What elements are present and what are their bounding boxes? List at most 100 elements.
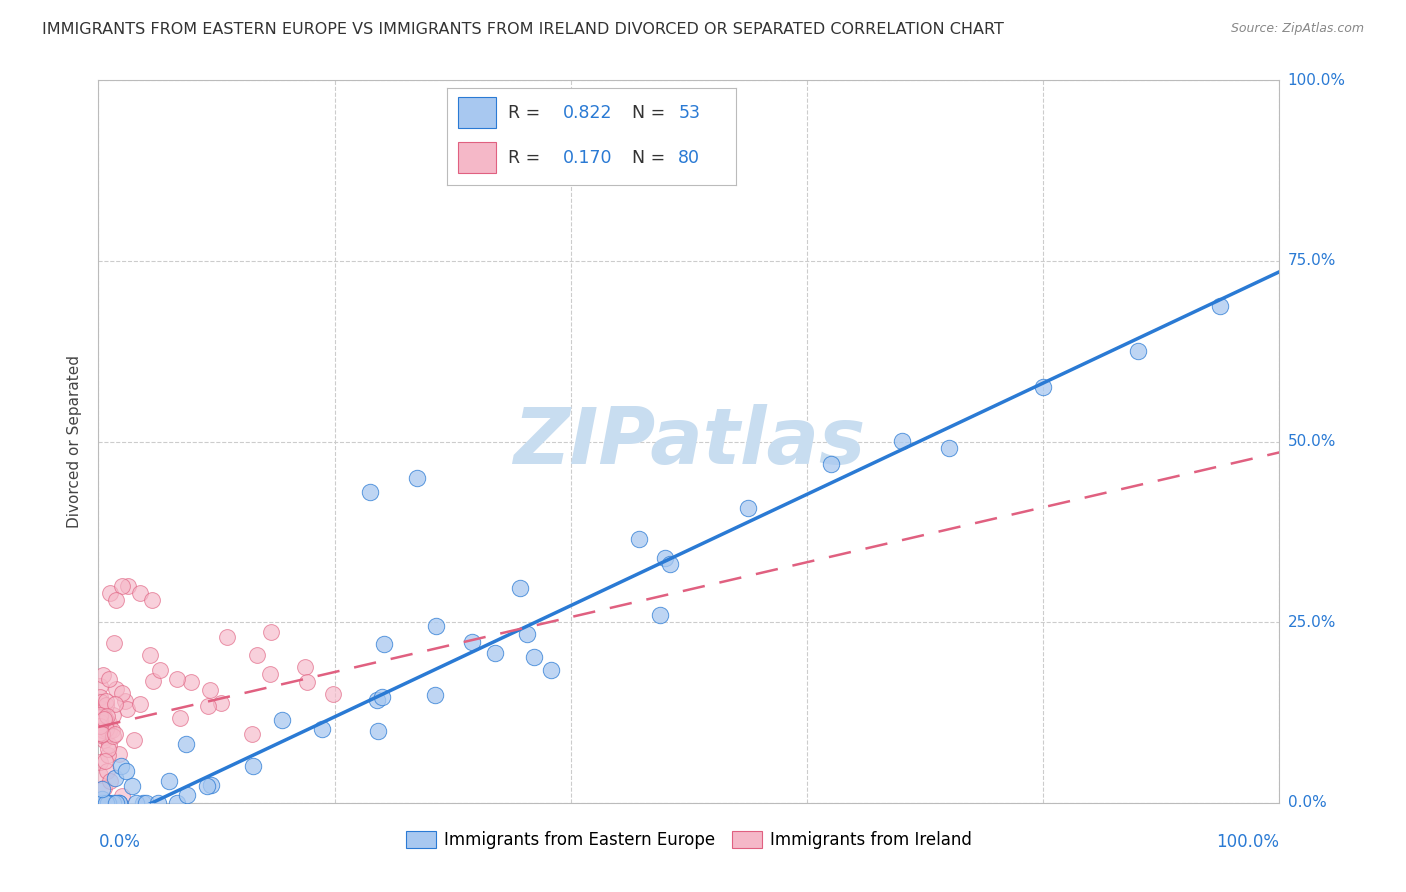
Point <box>94 730 117 744</box>
Point <box>101 796 124 810</box>
Point <box>294 660 316 674</box>
Point <box>89 715 111 730</box>
Text: 0.0%: 0.0% <box>98 833 141 851</box>
Point <box>93 781 115 796</box>
Point <box>425 688 447 702</box>
Point <box>98 586 121 600</box>
Point <box>89 690 111 704</box>
Point <box>89 726 111 740</box>
Point <box>90 700 112 714</box>
Point <box>93 711 115 725</box>
Point <box>91 721 114 735</box>
Point <box>240 727 263 741</box>
Point <box>104 726 127 740</box>
Point <box>260 624 283 639</box>
Point <box>89 717 111 731</box>
Point <box>648 608 671 623</box>
Point <box>101 723 124 738</box>
Point <box>366 692 388 706</box>
Point <box>125 796 148 810</box>
Point <box>94 720 117 734</box>
Point <box>90 723 112 737</box>
Point <box>128 698 150 712</box>
Point <box>169 711 191 725</box>
Point <box>101 729 124 743</box>
Point <box>89 756 111 770</box>
Point <box>157 774 180 789</box>
Point <box>90 695 112 709</box>
Point <box>94 694 117 708</box>
Point <box>114 693 136 707</box>
Point <box>90 728 112 742</box>
Point <box>94 796 117 810</box>
Point <box>98 774 121 789</box>
Point <box>105 681 128 696</box>
Point <box>367 723 389 738</box>
Point <box>166 796 188 810</box>
Point <box>105 593 128 607</box>
Point <box>114 764 136 778</box>
Point <box>359 485 381 500</box>
Point <box>654 550 676 565</box>
Point <box>135 796 157 810</box>
Point <box>96 764 118 779</box>
Point <box>540 663 562 677</box>
Point <box>322 687 344 701</box>
Point <box>128 586 150 600</box>
Point <box>94 698 117 712</box>
Point <box>97 796 120 810</box>
Point <box>94 711 117 725</box>
Point <box>111 579 134 593</box>
Point <box>93 712 115 726</box>
Point <box>141 593 163 607</box>
Point <box>94 722 117 736</box>
Point <box>90 702 112 716</box>
Point <box>371 690 394 705</box>
Text: 0.0%: 0.0% <box>1288 796 1326 810</box>
Point <box>89 707 111 722</box>
Point <box>89 719 111 733</box>
Text: 50.0%: 50.0% <box>1288 434 1336 449</box>
Point <box>93 723 115 737</box>
Point <box>111 789 134 803</box>
Point <box>110 759 132 773</box>
Point <box>97 741 120 756</box>
Point <box>295 674 318 689</box>
Point <box>509 581 531 595</box>
Text: ZIPatlas: ZIPatlas <box>513 403 865 480</box>
Point <box>89 726 111 740</box>
Text: 100.0%: 100.0% <box>1216 833 1279 851</box>
Point <box>166 673 188 687</box>
Point <box>93 732 115 747</box>
Point <box>890 434 912 448</box>
Point <box>246 648 269 662</box>
Point <box>209 696 232 710</box>
Point <box>198 682 221 697</box>
Point <box>89 710 111 724</box>
Point <box>259 667 281 681</box>
Point <box>91 782 114 797</box>
Point <box>217 630 239 644</box>
Text: Source: ZipAtlas.com: Source: ZipAtlas.com <box>1230 22 1364 36</box>
Point <box>516 627 538 641</box>
Point <box>108 796 131 810</box>
Point <box>373 637 395 651</box>
Point <box>107 747 129 761</box>
Point <box>484 646 506 660</box>
Point <box>91 667 114 681</box>
Point <box>105 796 128 810</box>
Point <box>180 675 202 690</box>
Point <box>628 532 651 546</box>
Point <box>1209 299 1232 313</box>
Point <box>820 457 842 471</box>
Point <box>97 796 120 810</box>
Point <box>149 664 172 678</box>
Point <box>659 558 682 572</box>
Point <box>90 727 112 741</box>
Point <box>89 679 111 693</box>
Point <box>737 500 759 515</box>
Y-axis label: Divorced or Separated: Divorced or Separated <box>67 355 83 528</box>
Point <box>104 772 127 786</box>
Point <box>311 722 333 736</box>
Point <box>98 716 121 731</box>
